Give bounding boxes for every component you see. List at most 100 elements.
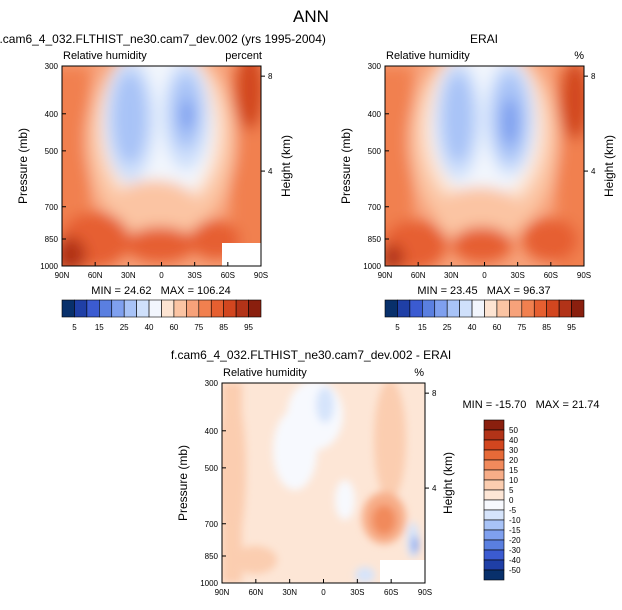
panel-obs-colorbar-swatch xyxy=(571,299,585,318)
panel-model-colorbar-swatch xyxy=(248,299,262,318)
panel-diff-colorbar-swatch xyxy=(483,539,505,551)
panel-diff-colorbar-label: -40 xyxy=(509,556,521,565)
panel-diff-colorbar-swatch xyxy=(483,449,505,461)
panel-model-colorbar-label: 95 xyxy=(244,323,253,332)
panel-model-ytick-label: 700 xyxy=(45,203,59,212)
panel-model-ytick-label: 300 xyxy=(45,62,59,71)
panel-obs-colorbar-label: 15 xyxy=(418,323,427,332)
panel-model-right-label: percent xyxy=(225,50,262,62)
panel-diff-ytick-label: 700 xyxy=(205,520,219,529)
panel-diff-colorbar-swatch xyxy=(483,529,505,541)
panel-diff-colorbar-label: 0 xyxy=(509,496,514,505)
panel-obs-title: ERAI xyxy=(470,32,498,46)
panel-diff-ytick-label: 400 xyxy=(205,427,219,436)
panel-obs-ylabel-right: Height (km) xyxy=(602,135,616,197)
panel-obs-colorbar-swatch xyxy=(384,299,398,318)
panel-obs-ytick-label: 400 xyxy=(368,110,382,119)
page-title: ANN xyxy=(293,7,329,26)
panel-obs-ytick-label: 300 xyxy=(368,62,382,71)
panel-model-colorbar-swatch xyxy=(210,299,224,318)
panel-model-colorbar-swatch xyxy=(86,299,100,318)
panel-diff-htick-label: 4 xyxy=(432,484,437,493)
panel-obs-colorbar-swatch xyxy=(459,299,473,318)
panel-diff-colorbar-label: -20 xyxy=(509,536,521,545)
panel-diff-colorbar-swatch xyxy=(483,569,505,581)
panel-obs-stats: MIN = 23.45 MAX = 96.37 xyxy=(417,285,550,297)
panel-model-htick-label: 8 xyxy=(268,72,273,81)
panel-obs-colorbar-label: 75 xyxy=(517,323,526,332)
panel-obs-ylabel: Pressure (mb) xyxy=(339,128,353,204)
panel-diff-htick-label: 8 xyxy=(432,389,437,398)
panel-model-colorbar-swatch xyxy=(123,299,137,318)
panel-model-title: f.cam6_4_032.FLTHIST_ne30.cam7_dev.002 (… xyxy=(0,32,326,46)
panel-model-colorbar-label: 60 xyxy=(169,323,178,332)
panel-obs-htick-label: 8 xyxy=(591,72,596,81)
panel-diff-ytick-label: 500 xyxy=(205,464,219,473)
panel-model-ytick-label: 1000 xyxy=(40,262,58,271)
panel-obs-colorbar-swatch xyxy=(422,299,436,318)
panel-diff-xtick-label: 60S xyxy=(384,588,398,597)
panel-model-colorbar-label: 25 xyxy=(120,323,129,332)
panel-model-htick-label: 4 xyxy=(268,167,273,176)
panel-model-colorbar-swatch xyxy=(74,299,88,318)
panel-obs-colorbar-swatch xyxy=(434,299,448,318)
panel-diff-title: f.cam6_4_032.FLTHIST_ne30.cam7_dev.002 -… xyxy=(171,348,451,362)
panel-obs-left-label: Relative humidity xyxy=(386,50,470,62)
panel-model-colorbar-swatch xyxy=(136,299,150,318)
panel-model-xtick-label: 90S xyxy=(254,271,268,280)
panel-diff-ytick-label: 1000 xyxy=(200,579,218,588)
panel-diff-xtick-label: 0 xyxy=(321,588,326,597)
panel-obs-colorbar-label: 5 xyxy=(395,323,400,332)
panel-obs-colorbar-label: 40 xyxy=(468,323,477,332)
panel-diff-xtick-label: 90S xyxy=(418,588,432,597)
panel-model-ylabel-right: Height (km) xyxy=(279,135,293,197)
panel-model-colorbar: 5 15 25 40 60 75 85 95 xyxy=(61,299,262,332)
panel-model-colorbar-label: 15 xyxy=(95,323,104,332)
panel-obs-colorbar-swatch xyxy=(509,299,523,318)
panel-obs-xtick-label: 0 xyxy=(482,271,487,280)
panel-diff-ytick-label: 850 xyxy=(205,552,219,561)
panel-obs-xtick-label: 30S xyxy=(511,271,525,280)
panel-diff-colorbar-swatch xyxy=(483,499,505,511)
panel-model-colorbar-swatch xyxy=(186,299,200,318)
panel-obs-htick-label: 4 xyxy=(591,167,596,176)
panel-model-colorbar-swatch xyxy=(61,299,75,318)
panel-diff-colorbar-swatch xyxy=(483,439,505,451)
panel-obs-ytick-label: 700 xyxy=(368,203,382,212)
panel-diff-colorbar-label: 20 xyxy=(509,456,518,465)
panel-obs-xtick-label: 60N xyxy=(411,271,426,280)
panel-model-colorbar-swatch xyxy=(223,299,237,318)
panel-diff-colorbar-swatch xyxy=(483,519,505,531)
panel-model-colorbar-swatch xyxy=(173,299,187,318)
panel-diff-colorbar-label: -10 xyxy=(509,516,521,525)
panel-obs-colorbar-swatch xyxy=(409,299,423,318)
panel-diff-ylabel-right: Height (km) xyxy=(441,452,455,514)
panel-diff-colorbar-swatch xyxy=(483,559,505,571)
panel-model: f.cam6_4_032.FLTHIST_ne30.cam7_dev.002 (… xyxy=(0,32,326,332)
panel-diff-colorbar-swatch xyxy=(483,419,505,431)
panel-obs-field xyxy=(385,66,584,266)
panel-diff-colorbar-label: 10 xyxy=(509,476,518,485)
panel-diff-colorbar-swatch xyxy=(483,549,505,561)
panel-obs-colorbar-label: 60 xyxy=(492,323,501,332)
panel-model-colorbar-label: 5 xyxy=(72,323,77,332)
panel-obs-colorbar-swatch xyxy=(533,299,547,318)
panel-diff-colorbar-label: -15 xyxy=(509,526,521,535)
panel-diff-colorbar-swatch xyxy=(483,469,505,481)
panel-obs-colorbar-label: 95 xyxy=(567,323,576,332)
panel-diff-xtick-label: 30S xyxy=(350,588,364,597)
panel-obs-colorbar-swatch xyxy=(558,299,572,318)
panel-diff-axes: 90N 60N 30N 0 30S 60S 90S 300 400 500 700 850 1000 8 4 xyxy=(200,379,437,597)
panel-diff-ylabel: Pressure (mb) xyxy=(176,445,190,521)
panel-obs-colorbar-swatch xyxy=(446,299,460,318)
panel-obs-xtick-label: 30N xyxy=(444,271,459,280)
panel-model-stats: MIN = 24.62 MAX = 106.24 xyxy=(91,285,230,297)
panel-obs-colorbar-swatch xyxy=(496,299,510,318)
panel-model-xtick-label: 60S xyxy=(221,271,235,280)
panel-diff-right-label: % xyxy=(414,367,424,379)
panel-obs-colorbar-swatch xyxy=(546,299,560,318)
panel-model-axes: 90N 60N 30N 0 30S 60S 90S 300 400 500 700 850 1000 8 4 xyxy=(40,62,273,280)
panel-model-colorbar-swatch xyxy=(99,299,113,318)
panel-diff-xtick-label: 90N xyxy=(215,588,230,597)
